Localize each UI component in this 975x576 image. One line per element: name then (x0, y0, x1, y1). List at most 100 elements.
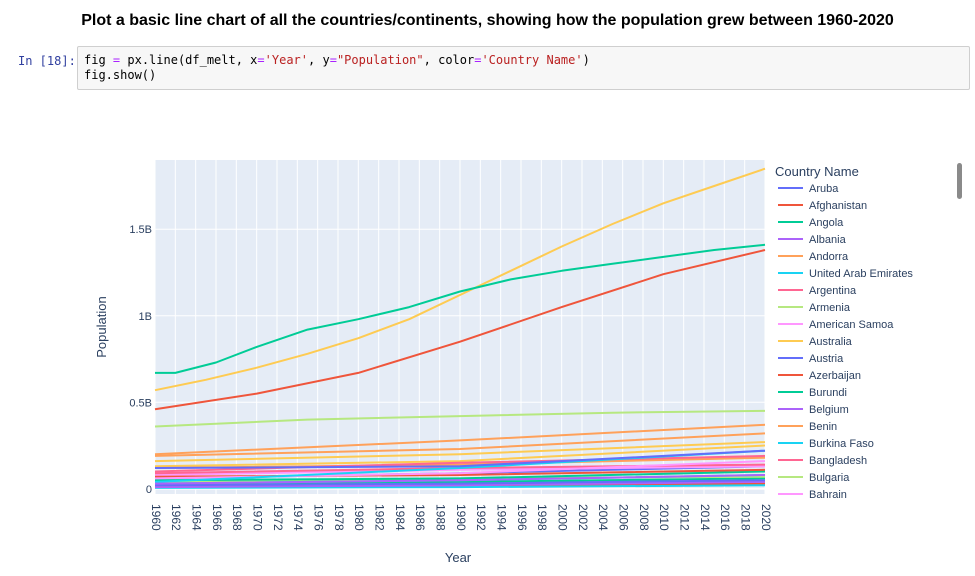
legend-item-albania[interactable]: Albania (778, 234, 847, 246)
y-axis-title: Population (94, 296, 109, 357)
legend-item-burundi[interactable]: Burundi (778, 387, 847, 399)
legend-label: Benin (809, 421, 837, 433)
legend-item-armenia[interactable]: Armenia (778, 302, 851, 314)
legend-item-andorra[interactable]: Andorra (778, 251, 849, 263)
code-token: fig (84, 53, 113, 67)
x-tick-label: 2014 (698, 504, 712, 531)
grid-lines (154, 160, 766, 494)
legend-scrollbar[interactable] (957, 163, 962, 199)
legend-item-benin[interactable]: Benin (778, 421, 837, 433)
x-tick-label: 2010 (657, 504, 671, 531)
legend-label: Burundi (809, 387, 847, 399)
series-line-afghanistan[interactable] (154, 249, 766, 411)
legend-item-bulgaria[interactable]: Bulgaria (778, 472, 850, 484)
x-tick-label: 1990 (454, 504, 468, 531)
legend-item-argentina[interactable]: Argentina (778, 285, 857, 297)
code-token: ) (582, 53, 590, 67)
legend-item-belgium[interactable]: Belgium (778, 404, 849, 416)
y-tick-label: 1B (139, 311, 152, 323)
code-line-2: fig.show() (84, 68, 157, 82)
x-tick-label: 1968 (230, 504, 244, 531)
legend-item-bangladesh[interactable]: Bangladesh (778, 455, 867, 467)
series-line-belgium[interactable] (154, 480, 766, 489)
legend-item-american-samoa[interactable]: American Samoa (778, 319, 894, 331)
legend-label: American Samoa (809, 319, 894, 331)
y-tick-label: 0 (146, 484, 152, 496)
x-tick-label: 1960 (149, 504, 163, 531)
x-tick-label: 1994 (494, 504, 508, 531)
legend-label: Azerbaijan (809, 370, 861, 382)
legend-label: United Arab Emirates (809, 268, 913, 280)
code-cell-input[interactable]: fig = px.line(df_melt, x='Year', y="Popu… (77, 46, 970, 90)
series-line-andorra[interactable] (154, 423, 766, 456)
code-token: px.line(df_melt, x (120, 53, 258, 67)
y-tick-label: 0.5B (129, 397, 152, 409)
y-tick-label: 1.5B (129, 224, 152, 236)
x-tick-label: 2012 (677, 504, 691, 531)
series-line-aruba[interactable] (154, 449, 766, 469)
legend-label: Bahrain (809, 489, 847, 501)
code-string: "Population" (336, 53, 424, 67)
markdown-heading: Plot a basic line chart of all the count… (81, 12, 894, 29)
series-line-albania[interactable] (154, 474, 766, 485)
legend-item-angola[interactable]: Angola (778, 217, 844, 229)
x-tick-label: 1988 (433, 504, 447, 531)
x-tick-label: 1974 (291, 504, 305, 531)
x-tick-label: 1962 (169, 504, 183, 531)
series-line-angola[interactable] (155, 243, 766, 374)
legend-item-bahrain[interactable]: Bahrain (778, 489, 847, 501)
code-string: 'Year' (264, 53, 309, 67)
x-tick-label: 1998 (535, 504, 549, 531)
series-line[interactable] (154, 484, 766, 489)
legend-item-austria[interactable]: Austria (778, 353, 844, 365)
legend-title: Country Name (775, 164, 859, 179)
series-line-burundi[interactable] (154, 470, 766, 482)
legend-item-afghanistan[interactable]: Afghanistan (778, 200, 867, 212)
x-axis-title: Year (445, 550, 472, 565)
legend-item-aruba[interactable]: Aruba (778, 183, 839, 195)
series-line-australia[interactable] (154, 167, 766, 392)
x-tick-label: 1966 (210, 504, 224, 531)
legend-label: Belgium (809, 404, 849, 416)
series-line-bahrain[interactable] (154, 465, 766, 476)
x-tick-label: 2020 (759, 504, 773, 531)
cell-prompt: In [18]: (18, 54, 76, 68)
code-token: , y (308, 53, 330, 67)
legend-label: Afghanistan (809, 200, 867, 212)
x-tick-label: 2006 (616, 504, 630, 531)
legend-label: Austria (809, 353, 844, 365)
legend[interactable]: Aruba Afghanistan Angola Albania Andorra Unit… (778, 183, 913, 501)
legend-item-australia[interactable]: Australia (778, 336, 853, 348)
legend-item-azerbaijan[interactable]: Azerbaijan (778, 370, 861, 382)
x-tick-label: 1996 (515, 504, 529, 531)
x-tick-label: 1982 (372, 504, 386, 531)
series-line-argentina[interactable] (154, 454, 766, 473)
legend-label: Andorra (809, 251, 849, 263)
series-line-armenia[interactable] (154, 409, 766, 428)
series-lines[interactable] (154, 167, 766, 489)
code-token: = (257, 53, 265, 67)
series-line-austria[interactable] (154, 479, 766, 487)
legend-item-united-arab-emirates[interactable]: United Arab Emirates (778, 268, 913, 280)
y-tick-labels: 0 0.5B 1B 1.5B (129, 224, 152, 496)
x-tick-label: 1984 (393, 504, 407, 531)
code-token: = (329, 53, 337, 67)
code-token: , color (423, 53, 475, 67)
series-line[interactable] (154, 441, 766, 463)
population-line-chart[interactable]: 1960 1962 1964 1966 1968 1970 1972 1974 1976 1978… (0, 130, 975, 576)
x-tick-label: 1976 (311, 504, 325, 531)
x-tick-label: 2000 (555, 504, 569, 531)
x-tick-label: 2002 (576, 504, 590, 531)
legend-item-burkina-faso[interactable]: Burkina Faso (778, 438, 874, 450)
legend-label: Armenia (809, 302, 851, 314)
x-tick-label: 2004 (596, 504, 610, 531)
x-tick-label: 1972 (271, 504, 285, 531)
series-line-benin[interactable] (154, 432, 766, 457)
series-line[interactable] (154, 444, 766, 468)
code-token: = (474, 53, 482, 67)
x-tick-labels: 1960 1962 1964 1966 1968 1970 1972 1974 1976 1978… (149, 504, 773, 531)
code-string: 'Country Name' (481, 53, 583, 67)
legend-label: Australia (809, 336, 853, 348)
x-tick-label: 1992 (474, 504, 488, 531)
x-tick-label: 1970 (250, 504, 264, 531)
